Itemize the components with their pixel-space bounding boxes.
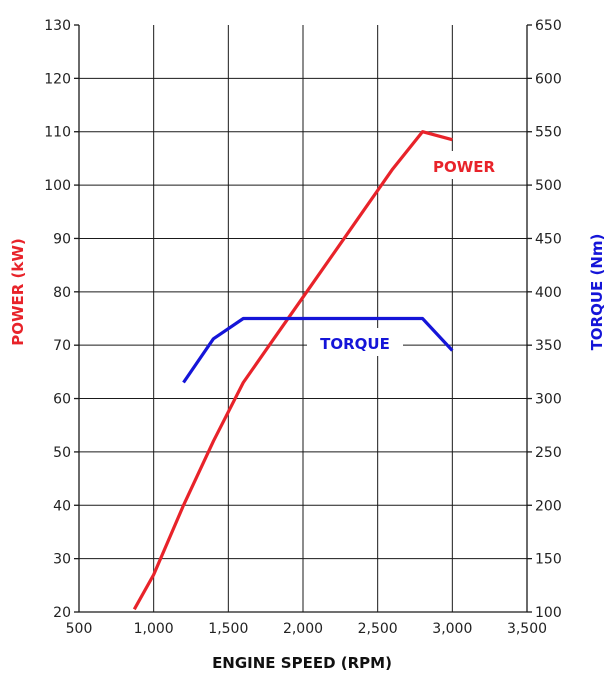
y-right-tick-label: 400 [535, 285, 562, 301]
torque-series-line [182, 316, 454, 384]
plot-frame [78, 25, 528, 613]
power-series-label: POWER [433, 158, 496, 176]
y-right-axis-title: TORQUE (Nm) [588, 234, 606, 351]
x-axis-ticks: 500 1,000 1,500 2,000 2,500 3,000 3,500 [66, 621, 547, 637]
y-right-axis-ticks: 100 150 200 250 300 350 400 450 500 550 600 650 [527, 18, 562, 621]
y-right-tick-label: 600 [535, 71, 562, 87]
power-series-line [132, 130, 453, 611]
y-right-tick-label: 250 [535, 445, 562, 461]
y-left-tick-label: 50 [53, 445, 71, 461]
y-right-tick-label: 350 [535, 338, 562, 354]
x-tick-label: 2,000 [283, 621, 323, 637]
y-left-tick-label: 30 [53, 552, 71, 568]
y-left-tick-label: 40 [53, 498, 71, 514]
x-tick-label: 2,500 [358, 621, 398, 637]
x-axis-title: ENGINE SPEED (RPM) [212, 654, 392, 672]
y-right-tick-label: 550 [535, 125, 562, 141]
x-tick-label: 3,000 [432, 621, 472, 637]
y-left-axis-title: POWER (kW) [9, 238, 27, 346]
y-right-tick-label: 300 [535, 392, 562, 408]
x-tick-label: 3,500 [507, 621, 547, 637]
y-left-tick-label: 80 [53, 285, 71, 301]
y-left-axis-ticks: 20 30 40 50 60 70 80 90 100 110 120 130 [44, 18, 79, 621]
y-left-tick-label: 120 [44, 71, 71, 87]
y-left-tick-label: 20 [53, 605, 71, 621]
y-left-tick-label: 110 [44, 125, 71, 141]
y-right-tick-label: 200 [535, 498, 562, 514]
y-left-tick-label: 70 [53, 338, 71, 354]
y-right-tick-label: 500 [535, 178, 562, 194]
y-right-tick-label: 450 [535, 231, 562, 247]
grid-lines [79, 25, 527, 612]
series-lines [132, 130, 454, 611]
torque-series-label: TORQUE [320, 335, 390, 353]
y-left-tick-label: 130 [44, 18, 71, 34]
power-label-bg [424, 151, 506, 179]
x-tick-label: 1,500 [208, 621, 248, 637]
y-right-tick-label: 100 [535, 605, 562, 621]
y-right-tick-label: 650 [535, 18, 562, 34]
torque-label-bg [307, 328, 403, 356]
x-tick-label: 1,000 [134, 621, 174, 637]
y-right-tick-label: 150 [535, 552, 562, 568]
y-left-tick-label: 60 [53, 392, 71, 408]
x-tick-label: 500 [66, 621, 93, 637]
y-left-tick-label: 100 [44, 178, 71, 194]
y-left-tick-label: 90 [53, 231, 71, 247]
